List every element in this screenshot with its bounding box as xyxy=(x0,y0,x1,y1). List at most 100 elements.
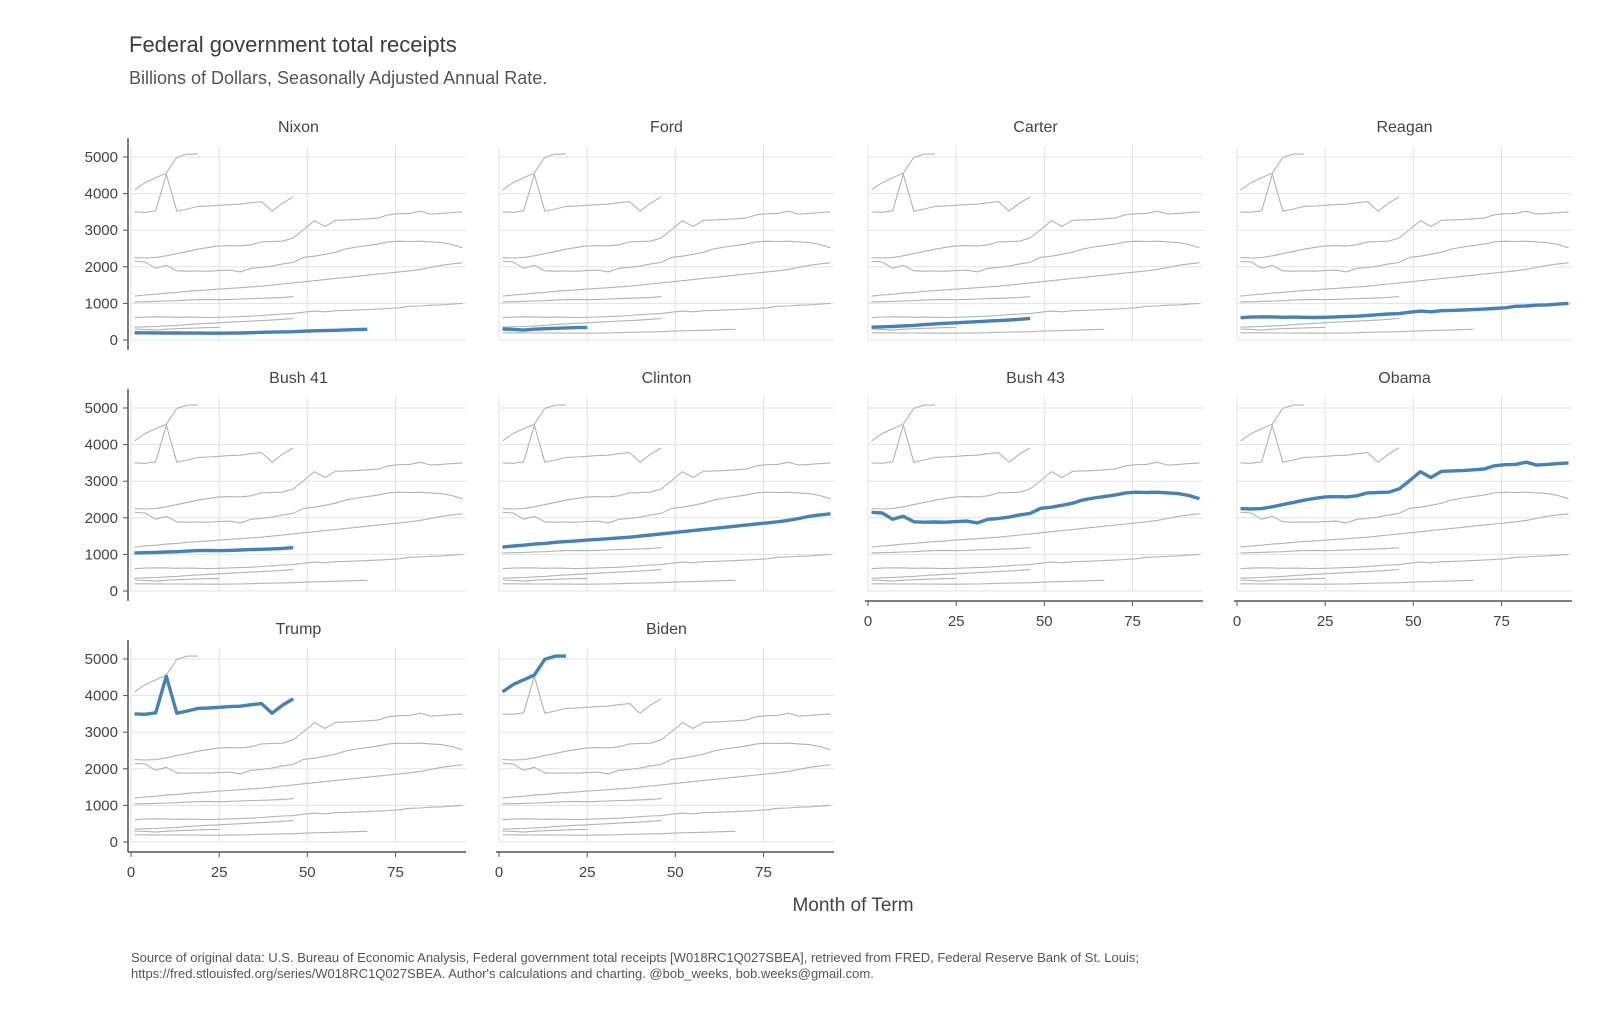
highlight-line-trump xyxy=(134,674,295,716)
highlight-line-ford xyxy=(502,325,588,332)
series-line-bush-43 xyxy=(134,491,463,524)
series-line-ford xyxy=(134,828,220,833)
source-note: Source of original data: U.S. Bureau of … xyxy=(131,950,1511,982)
series-line-carter xyxy=(134,819,294,830)
y-tick-label: 2000 xyxy=(85,761,118,778)
x-tick-label: 0 xyxy=(1233,613,1241,630)
series-line-obama xyxy=(871,210,1200,259)
panel-title: Reagan xyxy=(1376,119,1432,136)
series-line-reagan xyxy=(1240,553,1569,570)
y-tick-label: 0 xyxy=(110,583,118,600)
source-line-1: Source of original data: U.S. Bureau of … xyxy=(131,950,1139,965)
highlight-line-carter xyxy=(871,316,1031,329)
series-line-nixon xyxy=(134,830,368,836)
series-line-ford xyxy=(1240,326,1326,331)
series-line-obama xyxy=(134,210,463,259)
series-line-nixon xyxy=(1240,579,1474,585)
series-line-trump xyxy=(871,423,1031,464)
x-tick-label: 75 xyxy=(1493,613,1510,630)
x-tick-label: 25 xyxy=(579,864,596,881)
highlight-line-bush-41 xyxy=(134,545,294,555)
panel-title: Nixon xyxy=(278,119,319,136)
series-line-reagan xyxy=(502,302,831,319)
series-line-nixon xyxy=(1240,328,1474,334)
series-line-nixon xyxy=(134,579,368,585)
chart-subtitle: Billions of Dollars, Seasonally Adjusted… xyxy=(129,68,548,88)
panel-ford: Ford xyxy=(498,119,834,341)
series-line-trump xyxy=(502,172,662,213)
y-tick-label: 3000 xyxy=(85,473,118,490)
panel-reagan: Reagan xyxy=(1236,119,1572,341)
series-line-bush-41 xyxy=(502,296,662,303)
series-line-biden xyxy=(134,404,198,442)
series-line-carter xyxy=(502,568,662,579)
series-line-nixon xyxy=(502,579,736,585)
series-line-bush-41 xyxy=(134,798,294,805)
series-line-obama xyxy=(134,712,463,761)
series-line-reagan xyxy=(502,553,831,570)
series-line-reagan xyxy=(502,804,831,821)
panel-clinton: Clinton xyxy=(498,370,834,592)
series-line-clinton xyxy=(134,262,463,297)
series-line-bush-43 xyxy=(502,240,831,273)
x-tick-label: 25 xyxy=(948,613,965,630)
series-line-bush-43 xyxy=(1240,491,1569,524)
series-line-trump xyxy=(871,172,1031,213)
panel-title: Clinton xyxy=(642,370,692,387)
x-tick-label: 25 xyxy=(211,864,228,881)
series-line-ford xyxy=(1240,577,1326,582)
series-line-reagan xyxy=(134,302,463,319)
y-tick-label: 1000 xyxy=(85,546,118,563)
series-line-biden xyxy=(1240,404,1304,442)
series-line-trump xyxy=(134,172,294,213)
x-tick-label: 75 xyxy=(1124,613,1141,630)
series-line-ford xyxy=(871,577,957,582)
series-line-biden xyxy=(1240,153,1304,191)
y-tick-label: 4000 xyxy=(85,186,118,203)
series-line-clinton xyxy=(871,513,1200,548)
x-tick-label: 50 xyxy=(667,864,684,881)
panel-trump: Trump 0 1000 2000 3000 4000 5000 0 25 50 75 xyxy=(85,621,466,881)
x-tick-label: 75 xyxy=(755,864,772,881)
y-tick-label: 4000 xyxy=(85,437,118,454)
series-line-trump xyxy=(502,423,662,464)
series-line-biden xyxy=(502,153,566,191)
series-line-bush-43 xyxy=(871,240,1200,273)
x-axis-label: Month of Term xyxy=(792,895,913,916)
series-line-reagan xyxy=(871,553,1200,570)
highlight-line-nixon xyxy=(134,327,368,335)
series-line-clinton xyxy=(502,764,831,799)
series-line-ford xyxy=(502,577,588,582)
series-line-obama xyxy=(1240,210,1569,259)
series-line-obama xyxy=(502,712,831,761)
panel-title: Ford xyxy=(650,119,683,136)
series-line-reagan xyxy=(134,804,463,821)
y-tick-label: 1000 xyxy=(85,797,118,814)
x-tick-label: 25 xyxy=(1317,613,1334,630)
x-tick-label: 0 xyxy=(495,864,503,881)
highlight-line-clinton xyxy=(502,512,831,549)
series-line-ford xyxy=(134,577,220,582)
series-line-bush-43 xyxy=(502,742,831,775)
y-tick-label: 1000 xyxy=(85,295,118,312)
series-line-ford xyxy=(502,828,588,833)
series-line-bush-43 xyxy=(1240,240,1569,273)
series-line-bush-43 xyxy=(134,240,463,273)
series-line-obama xyxy=(134,461,463,510)
panel-biden: Biden 0 25 50 75 xyxy=(495,621,834,881)
series-line-carter xyxy=(502,819,662,830)
panel-title: Bush 43 xyxy=(1006,370,1065,387)
series-line-biden xyxy=(502,404,566,442)
panel-carter: Carter xyxy=(867,119,1203,341)
series-line-biden xyxy=(871,153,935,191)
series-line-trump xyxy=(1240,172,1400,213)
series-line-biden xyxy=(134,153,198,191)
series-line-nixon xyxy=(871,579,1105,585)
source-line-2: https://fred.stlouisfed.org/series/W018R… xyxy=(131,966,874,981)
x-tick-label: 0 xyxy=(127,864,135,881)
y-tick-label: 5000 xyxy=(85,149,118,166)
x-tick-label: 75 xyxy=(387,864,404,881)
series-line-obama xyxy=(502,210,831,259)
series-line-carter xyxy=(871,568,1031,579)
x-tick-label: 50 xyxy=(299,864,316,881)
